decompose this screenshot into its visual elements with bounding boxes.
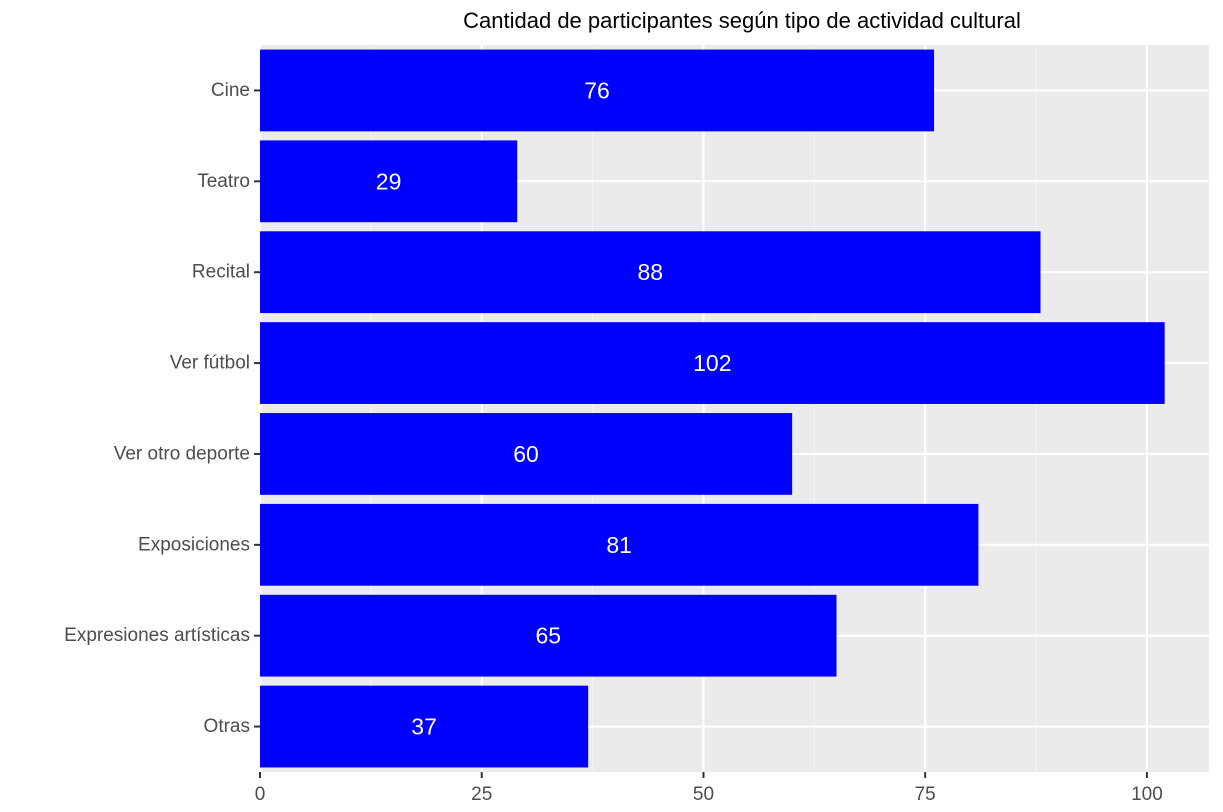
bar — [260, 503, 979, 586]
bar-value-label: 76 — [584, 77, 610, 103]
y-tick-label: Ver fútbol — [170, 353, 250, 374]
bar-value-label: 81 — [606, 532, 632, 558]
bar — [260, 231, 1041, 314]
x-tick-label: 0 — [255, 784, 266, 805]
bar-labels: 76 29 88 102 60 81 65 37 — [376, 77, 732, 739]
y-tick-label: Expresiones artísticas — [64, 625, 250, 646]
chart-title: Cantidad de participantes según tipo de … — [463, 8, 1021, 33]
bar — [260, 413, 793, 495]
bar — [260, 685, 589, 768]
y-axis: Cine Teatro Recital Ver fútbol Ver otro depo… — [64, 80, 260, 737]
y-tick-label: Cine — [211, 80, 250, 101]
bar — [260, 594, 837, 677]
x-tick-label: 25 — [471, 784, 492, 805]
bars — [260, 49, 1165, 768]
bar-value-label: 102 — [693, 350, 731, 376]
bar-value-label: 37 — [411, 714, 437, 740]
bar — [260, 49, 935, 132]
x-axis: 0 25 50 75 100 — [255, 772, 1163, 805]
y-tick-label: Ver otro deporte — [114, 443, 250, 464]
y-tick-label: Teatro — [197, 171, 250, 192]
bar — [260, 322, 1165, 404]
x-tick-label: 75 — [915, 784, 936, 805]
bar-value-label: 65 — [535, 623, 561, 649]
y-tick-label: Otras — [204, 716, 250, 737]
y-tick-label: Recital — [192, 262, 250, 283]
bar-value-label: 60 — [513, 441, 539, 467]
bar-value-label: 29 — [376, 168, 402, 194]
bar — [260, 140, 518, 223]
y-tick-label: Exposiciones — [138, 534, 250, 555]
x-tick-label: 50 — [693, 784, 714, 805]
x-tick-label: 100 — [1131, 784, 1163, 805]
bar-value-label: 88 — [637, 259, 663, 285]
